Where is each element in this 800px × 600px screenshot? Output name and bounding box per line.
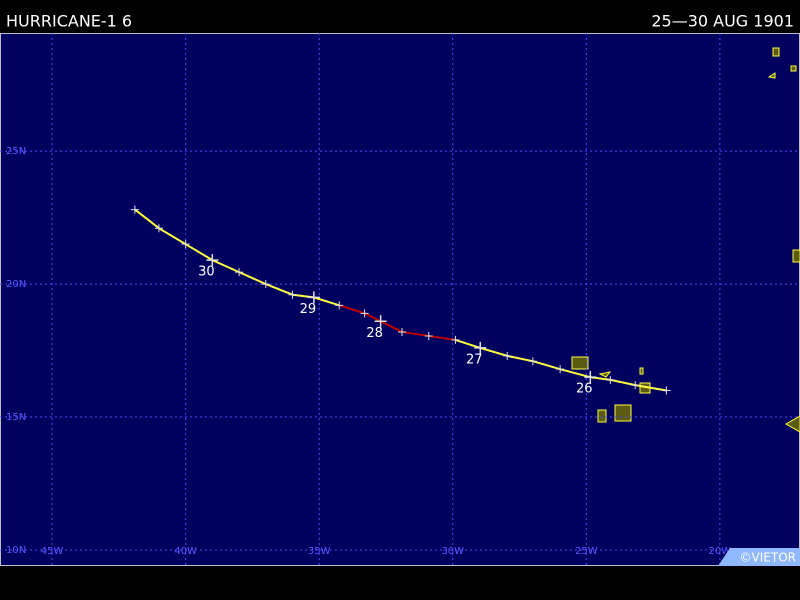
- track-segment: [158, 227, 187, 246]
- islands: [571, 47, 800, 433]
- lon-label: 45W: [41, 546, 64, 557]
- day-label: 27: [466, 352, 483, 367]
- track-point: [631, 381, 640, 390]
- track-point: [130, 205, 139, 214]
- track-segment: [185, 243, 213, 261]
- track-point: [335, 301, 344, 310]
- track-segment: [428, 334, 456, 341]
- track-segment: [364, 312, 382, 323]
- track-point: [662, 386, 671, 395]
- track-point: [503, 351, 512, 360]
- lon-label: 20W: [709, 546, 732, 557]
- track-point: [556, 365, 565, 374]
- track-segment: [134, 208, 160, 230]
- title: HURRICANE-1 6: [6, 12, 132, 31]
- track-segment: [559, 368, 591, 379]
- track-point: [606, 375, 615, 384]
- track-point: [398, 327, 407, 336]
- track-segment: [238, 271, 267, 285]
- track-segment: [265, 283, 293, 296]
- track-segment: [479, 346, 508, 357]
- track-point: [451, 335, 460, 344]
- track-point: [584, 371, 597, 384]
- track-segment: [401, 330, 429, 337]
- lon-label: 35W: [308, 546, 331, 557]
- track-point: [474, 341, 487, 354]
- track-segment: [338, 304, 365, 315]
- credit: ©VIETOR: [740, 551, 796, 565]
- track-segment: [532, 360, 561, 371]
- day-label: 26: [576, 382, 593, 397]
- lat-label: 25N: [6, 146, 26, 157]
- track-point: [528, 357, 537, 366]
- lon-label: 30W: [441, 546, 464, 557]
- track-point: [307, 291, 320, 304]
- day-label: 28: [366, 326, 383, 341]
- track-segment: [455, 338, 481, 349]
- track-segment: [313, 296, 340, 307]
- track-point: [360, 309, 369, 318]
- lat-label: 10N: [6, 545, 26, 556]
- track-point: [261, 280, 270, 289]
- track-point: [154, 224, 163, 233]
- day-label: 29: [300, 302, 317, 317]
- track-point: [374, 315, 387, 328]
- lon-label: 40W: [174, 546, 197, 557]
- credit-box: [718, 548, 800, 566]
- day-label: 30: [198, 265, 215, 280]
- track-segment: [211, 259, 240, 274]
- dates: 25—30 AUG 1901: [651, 12, 794, 31]
- track-segment: [380, 320, 403, 333]
- track-segment: [610, 378, 636, 387]
- track-point: [235, 268, 244, 277]
- track-segment: [635, 384, 667, 392]
- map-area: [0, 33, 800, 566]
- track-point: [206, 254, 219, 267]
- lat-label: 20N: [6, 279, 26, 290]
- track-segment: [507, 354, 534, 363]
- track-point: [288, 290, 297, 299]
- lat-label: 15N: [6, 412, 26, 423]
- lon-label: 25W: [575, 546, 598, 557]
- track-point: [181, 240, 190, 249]
- track-point: [424, 331, 433, 340]
